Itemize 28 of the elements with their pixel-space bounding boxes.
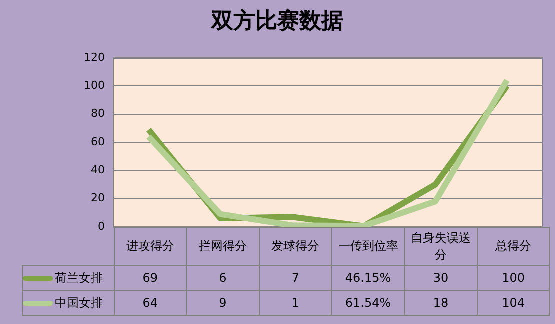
y-tick-label: 40 (91, 164, 105, 177)
data-label: 18 (404, 290, 478, 316)
data-label: 1 (259, 290, 332, 316)
x-tick-label: 发球得分 (259, 228, 332, 266)
y-tick-label: 120 (84, 50, 105, 64)
data-label: 100 (477, 266, 550, 290)
y-tick-label: 0 (98, 220, 105, 233)
chart-title: 双方比赛数据 (210, 7, 344, 36)
legend-label: 中国女排 (55, 296, 103, 310)
data-label: 104 (477, 290, 550, 316)
x-tick-label: 进攻得分 (114, 228, 187, 266)
data-label: 69 (114, 266, 187, 290)
data-label: 9 (186, 290, 260, 316)
y-tick-label: 20 (91, 192, 105, 205)
x-tick-label: 总得分 (477, 228, 550, 266)
data-label: 61.54% (332, 290, 405, 316)
y-tick-label: 80 (91, 107, 105, 120)
data-label: 30 (404, 266, 478, 290)
y-tick-label: 60 (91, 135, 105, 148)
y-tick-label: 100 (84, 79, 105, 92)
data-label: 64 (114, 290, 187, 316)
x-tick-label: 一传到位率 (332, 228, 405, 266)
x-tick-label: 自身失误送分 (404, 228, 478, 266)
data-label: 46.15% (332, 266, 405, 290)
legend-label: 荷兰女排 (55, 270, 103, 284)
data-label: 6 (186, 266, 260, 290)
data-label: 7 (259, 266, 332, 290)
x-tick-label: 拦网得分 (186, 228, 260, 266)
